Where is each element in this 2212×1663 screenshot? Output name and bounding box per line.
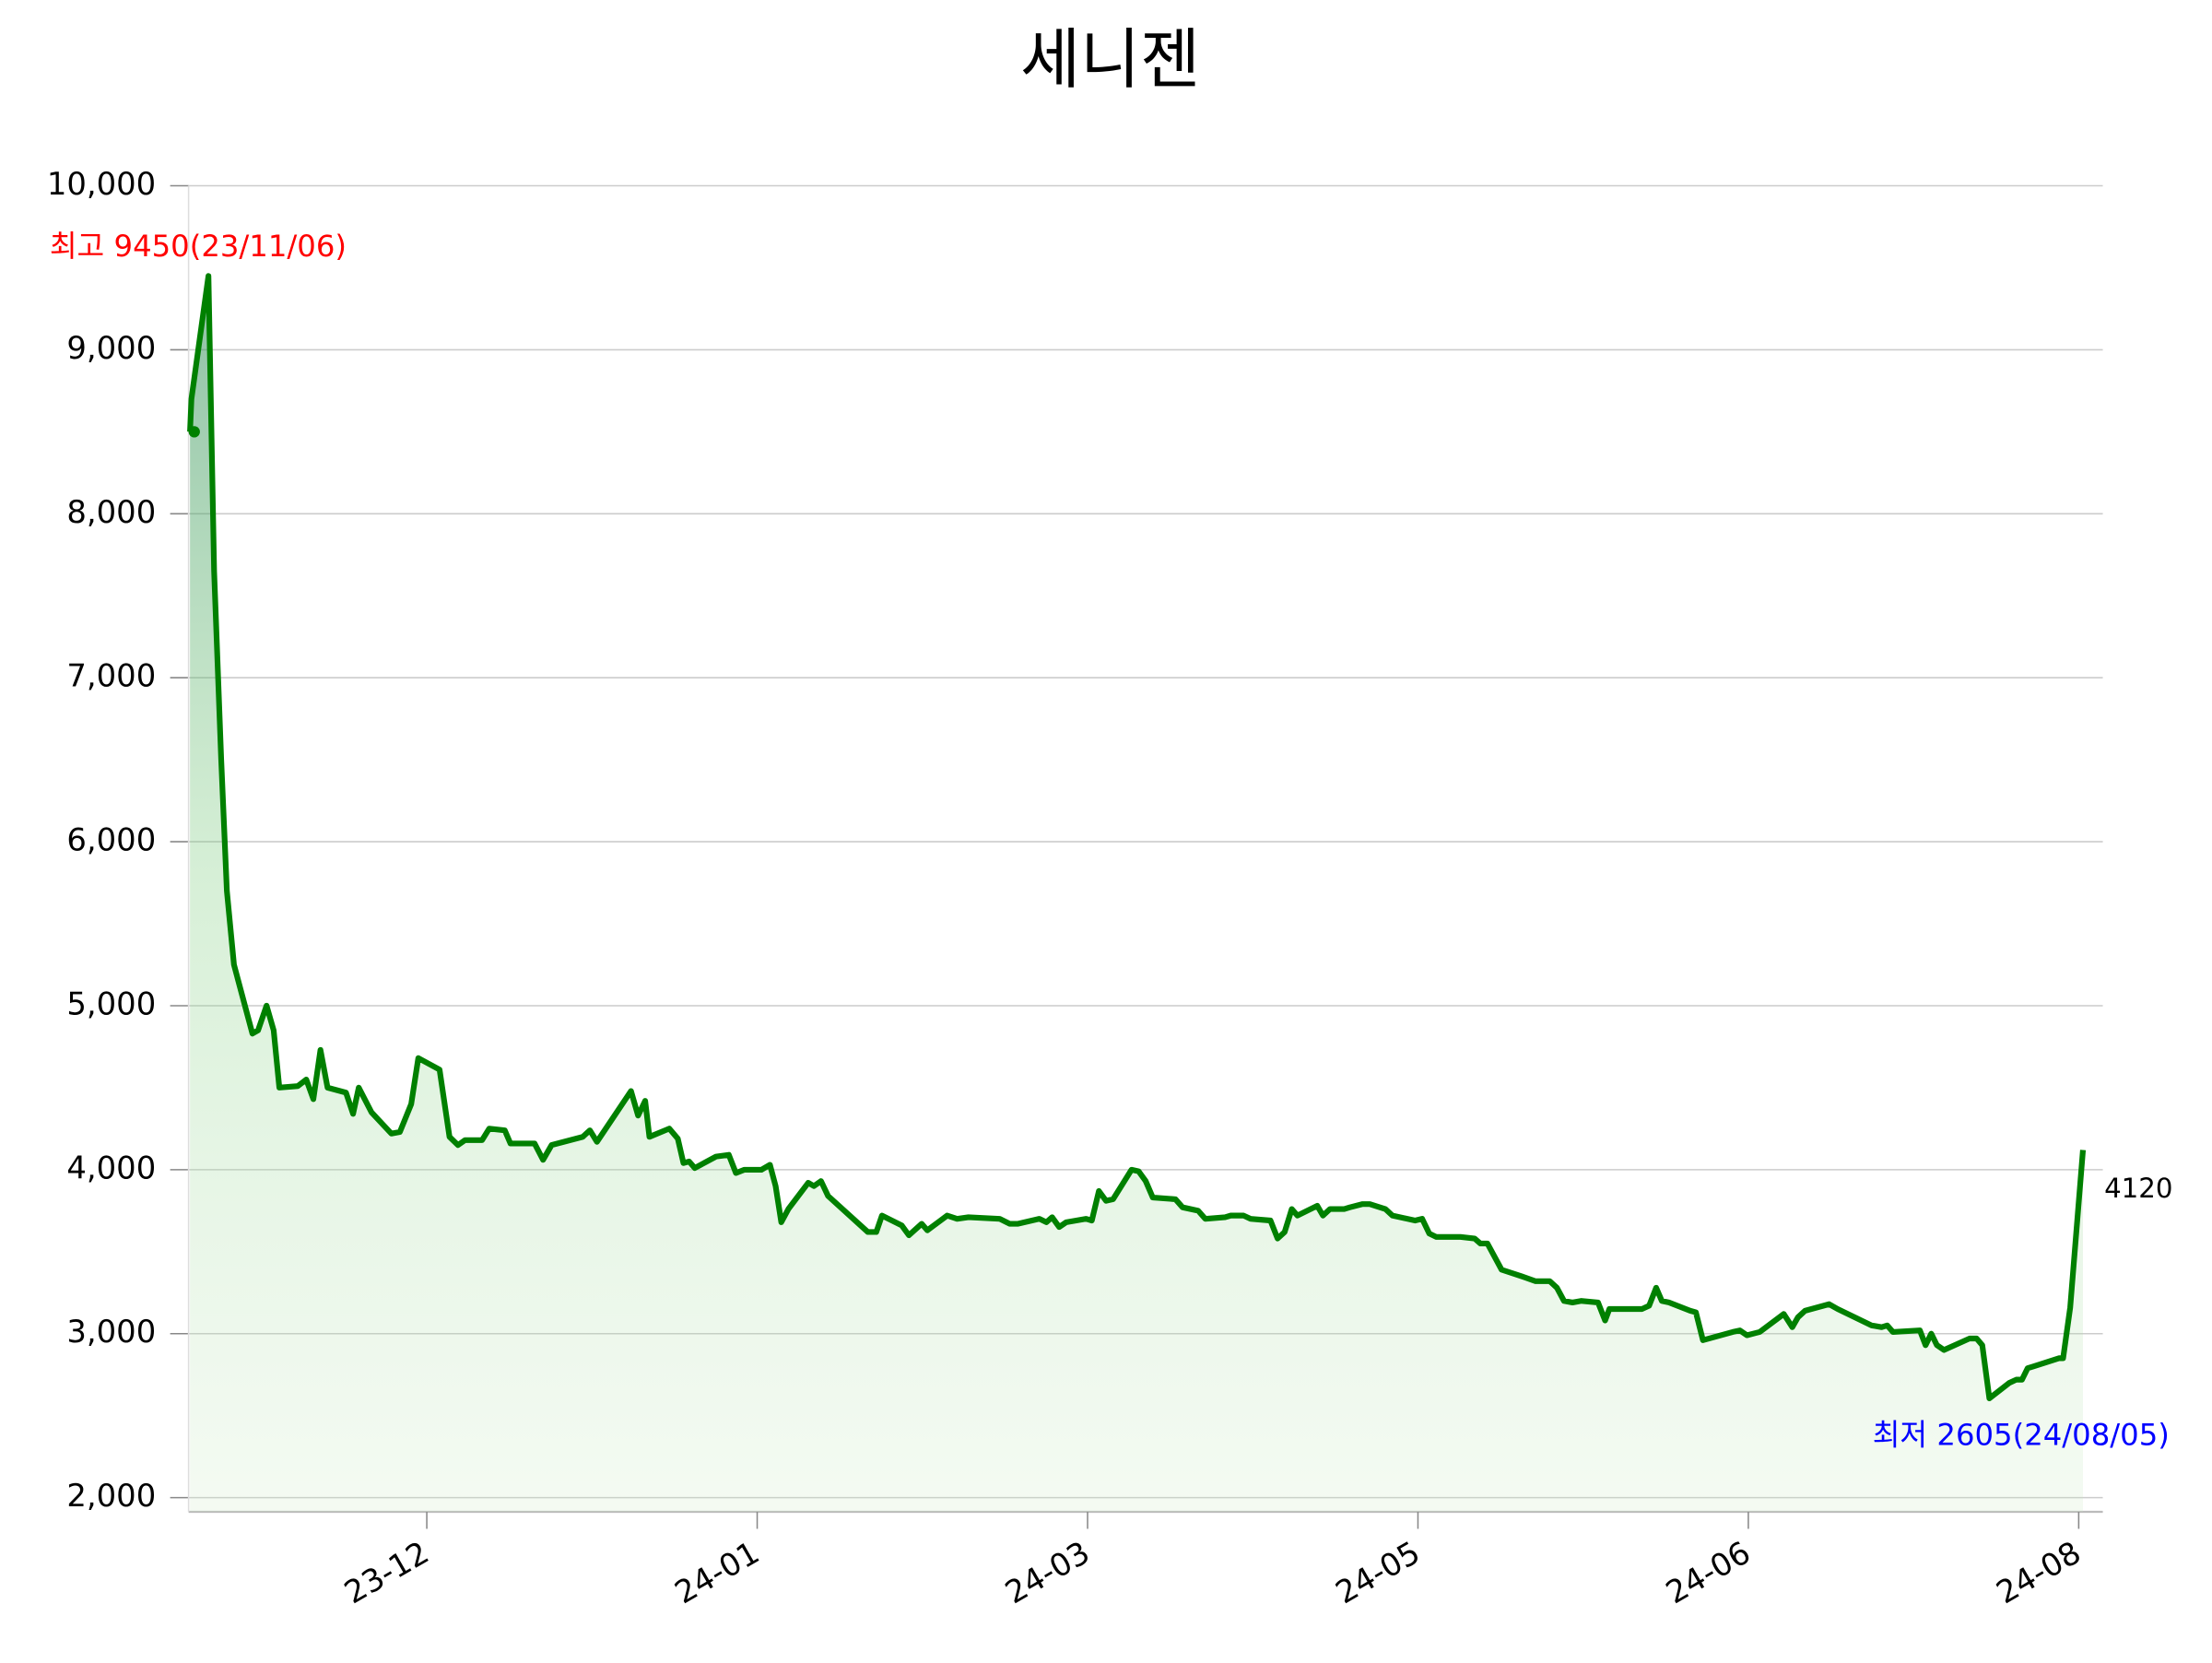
annotation-low: 최저 2605(24/08/05): [1873, 1417, 2170, 1452]
y-tick-label: 9,000: [66, 330, 156, 366]
y-tick-label: 8,000: [66, 494, 156, 530]
x-tick-label: 24-03: [999, 1534, 1096, 1610]
annotation-high: 최고 9450(23/11/06): [50, 229, 347, 264]
y-tick-label: 2,000: [66, 1478, 156, 1514]
y-tick-label: 10,000: [47, 166, 156, 202]
chart-title: 세니젠: [1020, 21, 1200, 98]
area-fill: [190, 276, 2084, 1512]
y-tick-label: 7,000: [66, 658, 156, 694]
x-tick-label: 24-06: [1660, 1534, 1757, 1610]
y-tick-label: 4,000: [66, 1150, 156, 1185]
y-tick-label: 3,000: [66, 1314, 156, 1350]
y-tick-label: 6,000: [66, 822, 156, 858]
price-line: [187, 273, 2087, 1401]
annotation-last: 4120: [2104, 1173, 2172, 1204]
x-tick-label: 24-05: [1330, 1534, 1427, 1610]
start-point: [188, 426, 200, 438]
x-tick-label: 24-01: [669, 1534, 766, 1610]
y-tick-label: 5,000: [66, 985, 156, 1021]
x-tick-label: 23-12: [338, 1534, 435, 1610]
x-tick-label: 24-08: [1991, 1534, 2088, 1610]
